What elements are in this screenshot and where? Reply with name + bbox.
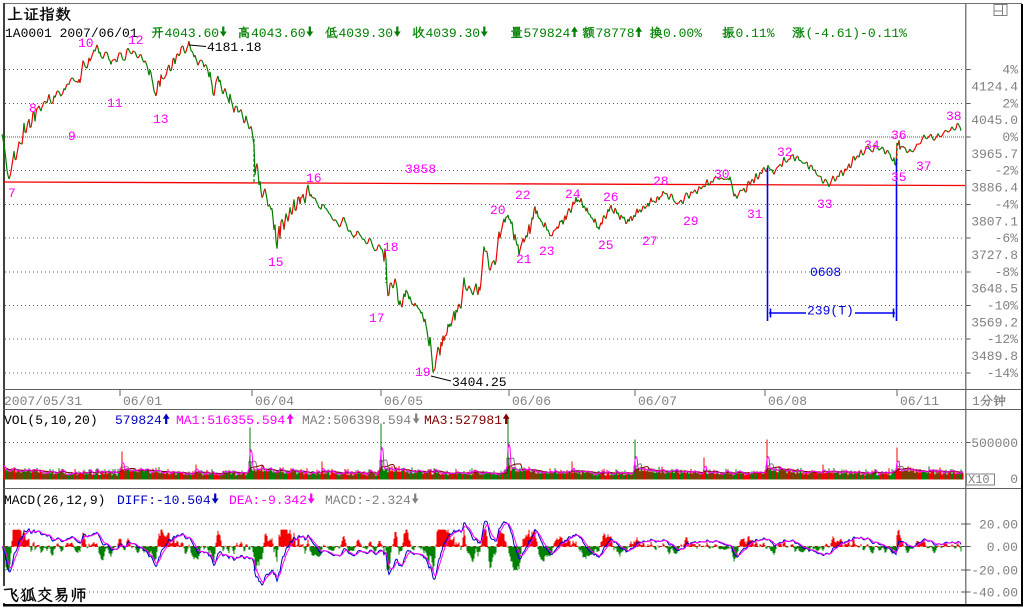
svg-text:0: 0	[1010, 472, 1018, 487]
svg-text:4039.30: 4039.30	[339, 26, 394, 41]
svg-text:239(T): 239(T)	[807, 304, 854, 319]
svg-text:-20.00: -20.00	[971, 563, 1018, 578]
svg-text:12: 12	[128, 33, 144, 48]
svg-text:1: 1	[972, 394, 980, 409]
svg-text:13: 13	[153, 112, 169, 127]
svg-text:MACD:-2.324: MACD:-2.324	[325, 493, 411, 508]
svg-text:MA2:506398.594: MA2:506398.594	[302, 413, 411, 428]
svg-text:1A0001 2007/06/01: 1A0001 2007/06/01	[5, 26, 138, 41]
svg-text:0.00%: 0.00%	[663, 26, 702, 41]
svg-text:22: 22	[515, 188, 531, 203]
svg-text:0%: 0%	[1002, 130, 1018, 145]
svg-text:31: 31	[747, 207, 763, 222]
svg-text:38: 38	[946, 109, 962, 124]
svg-text:35: 35	[891, 170, 907, 185]
svg-text:MA1:516355.594: MA1:516355.594	[176, 413, 285, 428]
svg-text:0608: 0608	[810, 265, 841, 280]
svg-text:8: 8	[29, 101, 37, 116]
svg-text:15: 15	[268, 255, 284, 270]
svg-text:DIFF:-10.504: DIFF:-10.504	[117, 493, 211, 508]
svg-text:06/06: 06/06	[512, 394, 551, 409]
svg-text:3807.1: 3807.1	[971, 214, 1018, 229]
svg-text:3965.7: 3965.7	[971, 147, 1018, 162]
svg-text:06/11: 06/11	[900, 394, 939, 409]
svg-text:2007/05/31: 2007/05/31	[4, 394, 82, 409]
svg-text:17: 17	[369, 311, 385, 326]
svg-text:DEA:-9.342: DEA:-9.342	[229, 493, 307, 508]
svg-text:3648.5: 3648.5	[971, 282, 1018, 297]
svg-text:579824: 579824	[115, 413, 162, 428]
svg-text:4181.18: 4181.18	[207, 40, 262, 55]
svg-text:9: 9	[68, 129, 76, 144]
svg-text:0.11%: 0.11%	[736, 26, 775, 41]
svg-text:579824: 579824	[524, 26, 571, 41]
svg-text:-4%: -4%	[995, 197, 1019, 212]
svg-text:-10%: -10%	[987, 299, 1018, 314]
svg-text:06/08: 06/08	[768, 394, 807, 409]
svg-text:500000: 500000	[971, 436, 1018, 451]
svg-text:19: 19	[415, 365, 431, 380]
svg-text:-8%: -8%	[995, 265, 1019, 280]
svg-text:3569.2: 3569.2	[971, 315, 1018, 330]
svg-text:37: 37	[916, 159, 932, 174]
svg-text:29: 29	[683, 214, 699, 229]
svg-text:4043.60: 4043.60	[251, 26, 306, 41]
svg-text:18: 18	[383, 240, 399, 255]
svg-text:25: 25	[598, 238, 614, 253]
svg-text:3858: 3858	[405, 162, 436, 177]
svg-text:11: 11	[107, 96, 123, 111]
svg-text:-12%: -12%	[987, 332, 1018, 347]
svg-text:-2%: -2%	[995, 164, 1019, 179]
svg-text:20.00: 20.00	[979, 518, 1018, 533]
svg-text:3727.8: 3727.8	[971, 248, 1018, 263]
svg-text:16: 16	[306, 171, 322, 186]
svg-text:20: 20	[490, 203, 506, 218]
svg-text:-40.00: -40.00	[971, 586, 1018, 601]
svg-text:33: 33	[817, 197, 833, 212]
svg-text:36: 36	[891, 128, 907, 143]
svg-text:26: 26	[603, 190, 619, 205]
svg-text:27: 27	[642, 234, 658, 249]
svg-text:7: 7	[8, 186, 16, 201]
svg-text:MA3:527981: MA3:527981	[424, 413, 502, 428]
svg-text:4039.30: 4039.30	[426, 26, 481, 41]
svg-text:21: 21	[516, 252, 532, 267]
svg-text:4045.0: 4045.0	[971, 113, 1018, 128]
svg-text:4124.4: 4124.4	[971, 79, 1018, 94]
svg-text:23: 23	[539, 244, 555, 259]
svg-text:06/05: 06/05	[384, 394, 423, 409]
svg-text:3886.4: 3886.4	[971, 181, 1018, 196]
svg-text:3489.8: 3489.8	[971, 349, 1018, 364]
svg-text:VOL(5,10,20): VOL(5,10,20)	[4, 413, 98, 428]
svg-text:4043.60: 4043.60	[165, 26, 220, 41]
svg-text:10: 10	[78, 36, 94, 51]
svg-text:4%: 4%	[1002, 63, 1018, 78]
svg-text:06/01: 06/01	[123, 394, 162, 409]
svg-text:-6%: -6%	[995, 231, 1019, 246]
svg-text:MACD(26,12,9): MACD(26,12,9)	[4, 493, 105, 508]
svg-text:(-4.61)-0.11%: (-4.61)-0.11%	[806, 26, 908, 41]
svg-text:3404.25: 3404.25	[452, 375, 507, 390]
svg-text:0.00: 0.00	[987, 540, 1018, 555]
svg-text:78778: 78778	[596, 26, 635, 41]
svg-text:06/04: 06/04	[255, 394, 294, 409]
svg-text:X10: X10	[968, 473, 990, 487]
svg-text:24: 24	[565, 187, 581, 202]
svg-text:32: 32	[777, 145, 793, 160]
svg-text:06/07: 06/07	[638, 394, 677, 409]
svg-text:2%: 2%	[1002, 96, 1018, 111]
svg-text:30: 30	[714, 167, 730, 182]
svg-text:34: 34	[864, 138, 880, 153]
svg-text:-14%: -14%	[987, 366, 1018, 381]
svg-text:28: 28	[653, 174, 669, 189]
